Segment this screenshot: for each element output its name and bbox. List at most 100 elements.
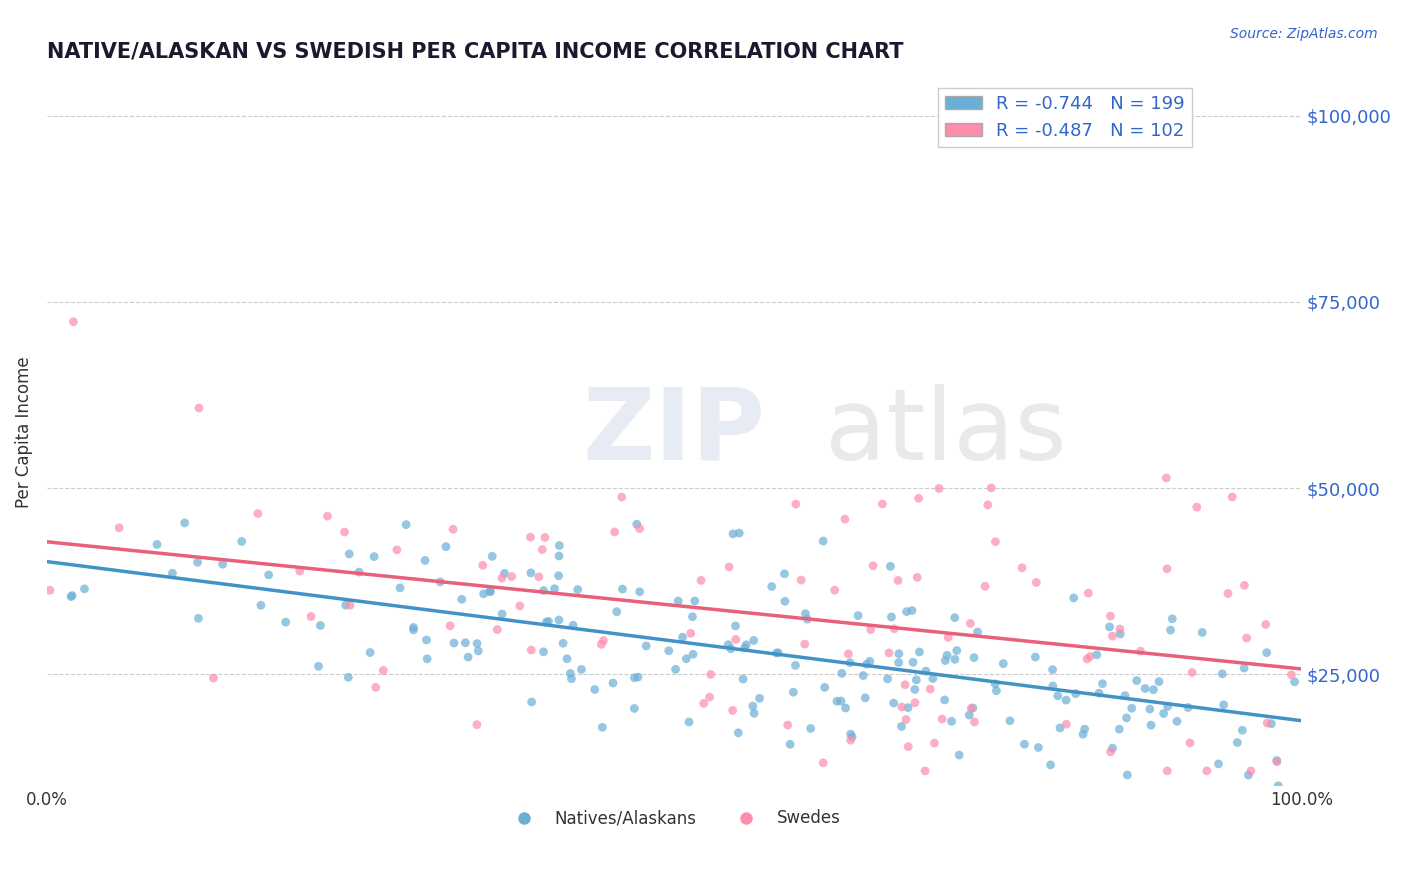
Point bbox=[520, 643, 543, 657]
Point bbox=[533, 583, 555, 598]
Point bbox=[887, 647, 910, 661]
Point bbox=[1108, 622, 1130, 636]
Point bbox=[1195, 764, 1218, 778]
Point bbox=[945, 643, 967, 657]
Point bbox=[782, 685, 804, 699]
Point bbox=[862, 558, 884, 573]
Point bbox=[931, 712, 953, 726]
Point bbox=[887, 574, 910, 588]
Point bbox=[1212, 698, 1234, 712]
Point bbox=[413, 553, 436, 567]
Point bbox=[846, 608, 869, 623]
Point bbox=[108, 521, 131, 535]
Point bbox=[1260, 716, 1282, 731]
Point bbox=[924, 736, 946, 750]
Point bbox=[1042, 663, 1064, 677]
Point bbox=[984, 677, 1007, 691]
Point bbox=[1156, 764, 1178, 778]
Point bbox=[1237, 768, 1260, 782]
Point bbox=[1191, 625, 1213, 640]
Point bbox=[872, 497, 894, 511]
Point bbox=[962, 701, 984, 715]
Point bbox=[1226, 735, 1249, 749]
Point bbox=[1139, 702, 1161, 716]
Point bbox=[853, 690, 876, 705]
Point bbox=[1211, 666, 1233, 681]
Point bbox=[465, 636, 488, 650]
Point bbox=[1256, 646, 1278, 660]
Point bbox=[543, 582, 565, 596]
Point bbox=[890, 719, 912, 733]
Point bbox=[904, 682, 927, 697]
Point bbox=[1099, 745, 1122, 759]
Point bbox=[187, 611, 209, 625]
Point bbox=[623, 671, 645, 685]
Point bbox=[60, 590, 83, 604]
Point bbox=[894, 678, 917, 692]
Point bbox=[1076, 652, 1098, 666]
Point bbox=[1267, 779, 1289, 793]
Point bbox=[776, 718, 799, 732]
Point bbox=[1281, 668, 1303, 682]
Point bbox=[567, 582, 589, 597]
Point bbox=[977, 498, 1000, 512]
Point bbox=[1116, 768, 1139, 782]
Point bbox=[879, 559, 901, 574]
Point bbox=[1166, 714, 1188, 729]
Point bbox=[439, 618, 461, 632]
Point bbox=[724, 619, 747, 633]
Point bbox=[533, 645, 555, 659]
Point bbox=[1153, 706, 1175, 721]
Point bbox=[841, 730, 863, 744]
Point bbox=[1220, 490, 1243, 504]
Point bbox=[395, 517, 418, 532]
Point bbox=[555, 652, 578, 666]
Point bbox=[472, 587, 495, 601]
Point bbox=[491, 571, 513, 585]
Point bbox=[571, 663, 593, 677]
Point bbox=[665, 662, 688, 676]
Point bbox=[998, 714, 1021, 728]
Point bbox=[1071, 727, 1094, 741]
Point bbox=[785, 658, 807, 673]
Point bbox=[914, 764, 936, 778]
Point bbox=[901, 603, 924, 617]
Point bbox=[467, 644, 489, 658]
Point bbox=[731, 672, 754, 686]
Point bbox=[520, 566, 543, 580]
Point bbox=[1101, 629, 1123, 643]
Point bbox=[173, 516, 195, 530]
Point bbox=[894, 713, 917, 727]
Point bbox=[834, 701, 856, 715]
Point bbox=[721, 703, 744, 717]
Point bbox=[211, 558, 233, 572]
Point bbox=[724, 632, 747, 647]
Point bbox=[465, 717, 488, 731]
Point bbox=[814, 681, 837, 695]
Point bbox=[491, 607, 513, 621]
Point bbox=[761, 580, 783, 594]
Point bbox=[1161, 612, 1184, 626]
Point bbox=[478, 584, 501, 599]
Text: atlas: atlas bbox=[824, 384, 1066, 481]
Point bbox=[986, 683, 1008, 698]
Point bbox=[1265, 755, 1288, 769]
Point bbox=[742, 633, 765, 648]
Point bbox=[1028, 740, 1050, 755]
Point bbox=[1063, 591, 1085, 605]
Point bbox=[834, 512, 856, 526]
Point bbox=[1254, 617, 1277, 632]
Point bbox=[734, 640, 756, 655]
Text: NATIVE/ALASKAN VS SWEDISH PER CAPITA INCOME CORRELATION CHART: NATIVE/ALASKAN VS SWEDISH PER CAPITA INC… bbox=[46, 42, 904, 62]
Point bbox=[839, 733, 862, 747]
Point bbox=[1064, 687, 1087, 701]
Point bbox=[943, 610, 966, 624]
Point bbox=[429, 574, 451, 589]
Point bbox=[610, 490, 633, 504]
Point bbox=[519, 530, 541, 544]
Point bbox=[936, 631, 959, 645]
Point bbox=[548, 549, 571, 563]
Point bbox=[859, 654, 882, 668]
Point bbox=[363, 549, 385, 564]
Point bbox=[274, 615, 297, 629]
